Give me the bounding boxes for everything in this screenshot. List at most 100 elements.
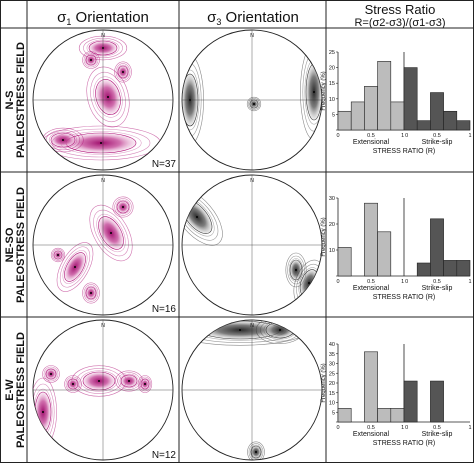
contour-line xyxy=(64,375,82,393)
y-tick-label: 40 xyxy=(329,342,335,348)
bar-strike-slip xyxy=(456,120,471,131)
group-label-extensional: Extensional xyxy=(353,139,390,146)
bar-strike-slip xyxy=(416,262,431,277)
contour-line xyxy=(50,247,66,263)
row-label-ns: N-S PALEOSTRESS FIELD xyxy=(4,42,27,158)
contour-line xyxy=(248,443,264,460)
contour-line xyxy=(52,249,64,261)
y-tick-label: 20 xyxy=(329,381,335,387)
contour-line xyxy=(44,367,58,381)
north-label: N xyxy=(101,323,105,329)
contour-line xyxy=(83,52,99,68)
stereonet-s1-1: N xyxy=(32,174,174,316)
y-tick-label: 15 xyxy=(329,391,335,397)
north-label: N xyxy=(101,178,105,184)
contour-line xyxy=(139,376,151,392)
bar-extensional xyxy=(377,231,392,277)
group-label-strike-slip: Strike-slip xyxy=(422,139,453,146)
y-tick-label: 10 xyxy=(329,97,335,103)
contour-line xyxy=(114,198,132,216)
pole-dot xyxy=(279,329,281,331)
row-label-ns-line1: N-S xyxy=(4,91,16,110)
group-label-extensional: Extensional xyxy=(353,431,390,438)
y-tick-label: 10 xyxy=(329,248,335,254)
x-axis-label: STRESS RATIO (R) xyxy=(373,440,435,447)
bar-extensional xyxy=(390,408,405,423)
bar-extensional xyxy=(364,202,378,277)
contour-line xyxy=(115,199,131,215)
contour-line xyxy=(287,255,305,285)
contour-line xyxy=(249,99,259,109)
x-tick-label: 1 xyxy=(468,133,471,139)
group-label-strike-slip: Strike-slip xyxy=(422,431,453,438)
stereonets: N N N N N N xyxy=(32,29,323,461)
x-tick-label: 0.5 xyxy=(433,425,441,431)
contour-line xyxy=(48,131,78,149)
pole-dot xyxy=(253,103,255,105)
contour-line xyxy=(137,375,153,393)
bar-extensional xyxy=(364,351,378,423)
contour-line xyxy=(82,282,100,304)
x-axis-label: STRESS RATIO (R) xyxy=(373,148,435,155)
pole-dot xyxy=(62,139,64,141)
bar-extensional xyxy=(337,408,352,423)
y-tick-label: 30 xyxy=(329,362,335,368)
stereonet-s1-2: N xyxy=(32,319,174,461)
row-label-neso-line1: NE-SO xyxy=(4,227,16,262)
contour-line xyxy=(66,377,80,391)
bar-extensional xyxy=(364,86,378,131)
bar-extensional xyxy=(350,101,365,131)
contour-line xyxy=(90,71,126,123)
bar-extensional xyxy=(337,110,352,131)
header-stress-ratio: Stress Ratio xyxy=(365,2,436,17)
x-tick-label: 1 xyxy=(401,133,404,139)
north-label: N xyxy=(250,178,254,184)
bar-strike-slip xyxy=(403,380,418,423)
header-sigma1: σ1 Orientation xyxy=(57,9,149,27)
contour-line xyxy=(84,285,98,301)
group-label-extensional: Extensional xyxy=(353,285,390,292)
pole-dot xyxy=(295,269,297,271)
contour-line xyxy=(53,250,63,260)
pole-dot xyxy=(239,329,241,331)
x-tick-label: 0 xyxy=(336,133,339,139)
pole-dot xyxy=(90,292,92,294)
y-tick-label: 5 xyxy=(332,410,335,416)
contour-line xyxy=(93,76,123,118)
count-label-neso: N=16 xyxy=(152,304,177,315)
y-tick-label: 5 xyxy=(332,112,335,118)
contour-line xyxy=(59,246,91,288)
pole-dot xyxy=(42,411,44,413)
contour-line xyxy=(83,284,99,302)
y-tick-label: 25 xyxy=(329,50,335,56)
x-tick-label: 1 xyxy=(401,425,404,431)
contour-line xyxy=(80,370,118,392)
x-tick-label: 0 xyxy=(336,425,339,431)
x-tick-label: 0.5 xyxy=(367,133,375,139)
pole-dot xyxy=(74,266,76,268)
stereonet-s1-0: N xyxy=(32,29,174,171)
pole-dot xyxy=(313,91,315,93)
contour-line xyxy=(62,250,88,284)
y-tick-label: 25 xyxy=(329,371,335,377)
bar-strike-slip xyxy=(456,260,471,277)
pole-dot xyxy=(50,373,52,375)
pole-dot xyxy=(100,142,102,144)
row-label-neso-line2: PALEOSTRESS FIELD xyxy=(15,187,27,303)
x-tick-label: 1 xyxy=(468,279,471,285)
y-tick-label: 35 xyxy=(329,352,335,358)
contour-line xyxy=(93,209,129,257)
y-tick-label: 20 xyxy=(329,66,335,72)
y-axis-label: Frequency (%) xyxy=(321,71,327,110)
bar-strike-slip xyxy=(430,380,444,423)
x-tick-label: 0.5 xyxy=(433,133,441,139)
x-tick-label: 1 xyxy=(401,279,404,285)
north-label: N xyxy=(101,33,105,39)
bar-extensional xyxy=(377,408,392,423)
row-label-ew: E-W PALEOSTRESS FIELD xyxy=(4,332,27,448)
bar-extensional xyxy=(390,101,405,131)
